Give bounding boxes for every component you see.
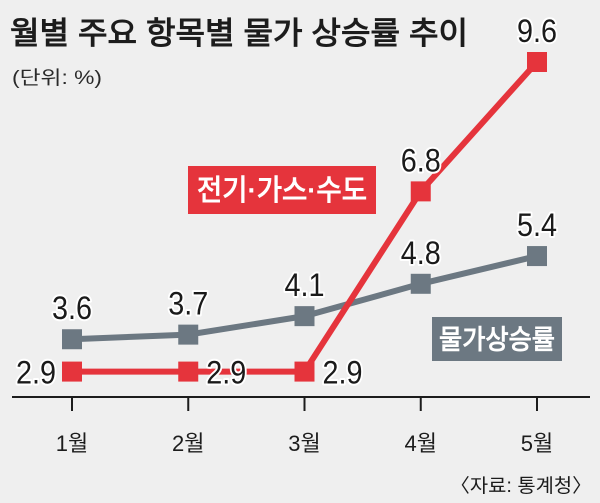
inflation-point-marker bbox=[527, 246, 547, 267]
utilities-point-marker bbox=[294, 361, 315, 382]
utilities-data-label: 2.9 bbox=[206, 355, 246, 391]
utilities-point-marker bbox=[527, 52, 547, 72]
source-note: 〈자료: 통계청〉 bbox=[450, 475, 592, 497]
x-tick-label: 4월 bbox=[405, 431, 437, 456]
utilities-legend-text: 전기·가스·수도 bbox=[197, 174, 367, 207]
utilities-data-label: 6.8 bbox=[401, 142, 441, 178]
utilities-data-label: 2.9 bbox=[323, 355, 363, 391]
inflation-point-marker bbox=[410, 273, 431, 294]
utilities-legend: 전기·가스·수도 bbox=[188, 166, 376, 214]
utilities-point-marker bbox=[178, 361, 199, 382]
inflation-data-label: 3.6 bbox=[52, 290, 92, 326]
inflation-point-marker bbox=[294, 306, 315, 327]
inflation-point-marker bbox=[62, 329, 82, 350]
inflation-data-label: 4.1 bbox=[285, 267, 325, 303]
inflation-legend-box bbox=[432, 317, 562, 361]
inflation-data-label: 4.8 bbox=[401, 235, 441, 271]
utilities-point-marker bbox=[410, 181, 431, 202]
x-tick-label: 3월 bbox=[288, 431, 320, 456]
utilities-point-marker bbox=[62, 361, 82, 382]
x-tick-label: 1월 bbox=[56, 431, 88, 456]
chart-title: 월별 주요 항목별 물가 상승률 추이 bbox=[10, 16, 468, 51]
utilities-legend-box bbox=[188, 166, 376, 214]
x-tick-label: 2월 bbox=[172, 431, 204, 456]
x-tick-label: 5월 bbox=[521, 431, 553, 456]
inflation-legend: 물가상승률 bbox=[432, 317, 562, 361]
x-axis: 1월 2월 3월 4월 5월 bbox=[12, 396, 590, 456]
inflation-legend-text: 물가상승률 bbox=[439, 325, 555, 355]
series-markers bbox=[62, 52, 547, 382]
unit-note: (단위: %) bbox=[12, 67, 102, 89]
utilities-data-label: 2.9 bbox=[16, 355, 56, 391]
data-labels: 3.6 3.7 4.1 4.8 5.4 2.9 2.9 2.9 6.8 9.6 bbox=[14, 11, 559, 393]
inflation-data-label: 5.4 bbox=[517, 207, 557, 243]
utilities-data-label: 9.6 bbox=[517, 13, 557, 49]
inflation-data-label: 3.7 bbox=[168, 286, 208, 322]
inflation-point-marker bbox=[178, 324, 199, 345]
